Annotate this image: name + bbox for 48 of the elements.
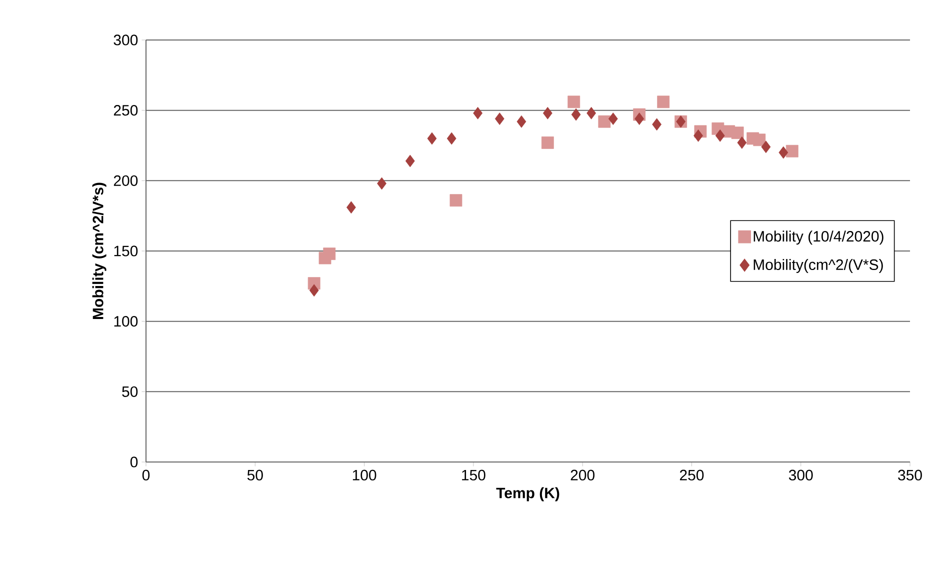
point xyxy=(323,248,336,260)
point xyxy=(786,144,798,158)
x-axis-title: Temp (K) xyxy=(496,487,560,502)
legend-label: Mobility(cm^2/(V*S) xyxy=(754,259,883,273)
point xyxy=(405,154,415,168)
legend-label: Mobility (10/4/2020) xyxy=(754,230,884,245)
point xyxy=(494,112,504,125)
x-tick-label: 350 xyxy=(898,470,922,480)
point xyxy=(608,112,618,125)
x-tick-label: 250 xyxy=(680,470,704,480)
point xyxy=(761,140,771,154)
x-tick-label: 0 xyxy=(142,470,150,480)
point xyxy=(346,201,356,214)
point xyxy=(568,96,580,108)
point xyxy=(634,112,644,125)
y-tick-label: 200 xyxy=(114,175,138,186)
x-tick-label: 300 xyxy=(788,470,813,480)
point xyxy=(377,177,386,190)
point xyxy=(446,132,456,145)
point xyxy=(778,146,788,159)
point xyxy=(598,115,611,128)
point xyxy=(694,129,703,142)
x-tick-label: 100 xyxy=(352,470,376,480)
point xyxy=(541,136,554,149)
y-tick-label: 250 xyxy=(114,105,138,116)
point xyxy=(542,106,552,120)
y-tick-label: 50 xyxy=(122,386,138,397)
point xyxy=(309,284,319,297)
point xyxy=(427,132,437,145)
point xyxy=(571,108,581,121)
y-axis-title: Mobility (cm^2/V*s) xyxy=(92,182,106,319)
x-tick-label: 200 xyxy=(570,470,594,480)
point xyxy=(586,106,596,120)
y-tick-label: 0 xyxy=(130,456,138,468)
point xyxy=(450,194,462,207)
point xyxy=(516,115,526,128)
point xyxy=(731,126,744,140)
point xyxy=(715,129,725,142)
x-tick-label: 150 xyxy=(462,470,486,480)
point xyxy=(652,118,662,131)
y-tick-label: 300 xyxy=(114,34,138,46)
point xyxy=(753,134,766,146)
point xyxy=(473,106,482,120)
point xyxy=(737,136,747,149)
x-tick-label: 50 xyxy=(247,470,263,480)
y-tick-label: 150 xyxy=(114,246,138,256)
point xyxy=(657,96,670,108)
y-tick-label: 100 xyxy=(114,316,138,327)
